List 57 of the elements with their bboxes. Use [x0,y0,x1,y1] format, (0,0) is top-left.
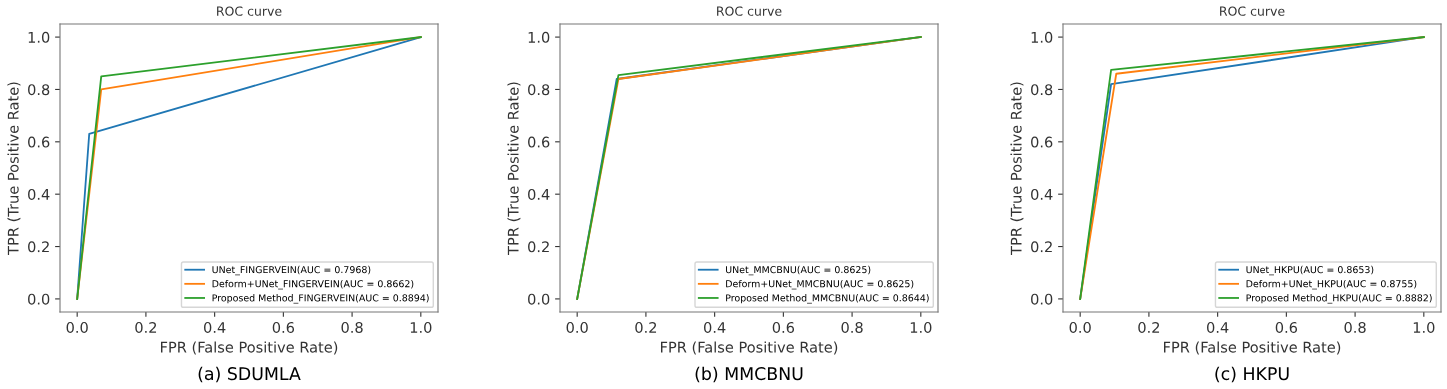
y-tick-label: 1.0 [528,31,550,43]
x-tick-label: 0.8 [1344,321,1366,334]
y-tick-label: 0.2 [28,241,49,253]
x-tick-label: 0.6 [272,321,295,334]
legend-label: UNet_HKPU(AUC = 0.8653) [1246,265,1374,276]
x-tick-label: 0.6 [772,321,795,334]
x-tick-label: 0.0 [566,321,588,334]
x-tick-label: 0.8 [341,321,363,334]
x-axis-title: FPR (False Positive Rate) [661,341,838,355]
legend-label: Deform+UNet_HKPU(AUC = 0.8755) [1246,279,1417,290]
y-axis-title: TPR (True Positive Rate) [507,82,521,255]
text: (b) MMCBNU [695,366,803,383]
y-tick-label: 0.2 [528,241,549,253]
legend-label: Proposed Method_FINGERVEIN(AUC = 0.8894) [212,294,429,304]
x-axis-title: FPR (False Positive Rate) [161,341,338,355]
y-tick-label: 0.4 [1031,188,1053,200]
y-tick-label: 0.0 [28,293,50,305]
text: (a) SDUMLA [198,366,301,383]
y-tick-label: 0.2 [1031,241,1052,253]
y-axis-title: TPR (True Positive Rate) [1010,82,1024,255]
y-tick-label: 0.8 [1031,84,1053,96]
x-tick-label: 0.2 [1138,321,1160,334]
chart-title: ROC curve [717,6,782,16]
y-tick-label: 0.8 [28,84,50,96]
legend-label: UNet_FINGERVEIN(AUC = 0.7968) [212,265,371,276]
legend-label: Proposed Method_MMCBNU(AUC = 0.8644) [726,294,929,304]
y-tick-label: 0.6 [28,136,50,148]
y-tick-label: 0.4 [528,188,550,200]
x-tick-label: 0.8 [841,321,863,334]
x-tick-label: 0.4 [1207,321,1229,334]
y-tick-label: 0.0 [528,293,550,305]
x-tick-label: 0.2 [635,321,657,334]
text: (c) HKPU [1215,366,1289,383]
legend-label: Deform+UNet_FINGERVEIN(AUC = 0.8662) [212,279,414,290]
legend-label: Proposed Method_HKPU(AUC = 0.8882) [1246,294,1432,304]
x-tick-label: 0.4 [204,321,226,334]
x-tick-label: 0.2 [135,321,157,334]
x-tick-label: 0.0 [1069,321,1091,334]
legend-label: UNet_MMCBNU(AUC = 0.8625) [726,265,871,276]
y-tick-label: 0.6 [1031,136,1053,148]
x-tick-label: 0.0 [66,321,88,334]
x-axis-title: FPR (False Positive Rate) [1164,341,1341,355]
y-tick-label: 0.6 [528,136,550,148]
x-tick-label: 0.6 [1275,321,1298,334]
y-tick-label: 1.0 [1031,31,1053,43]
x-tick-label: 1.0 [910,321,932,334]
legend-label: Deform+UNet_MMCBNU(AUC = 0.8625) [726,279,914,290]
y-tick-label: 0.0 [1031,293,1053,305]
y-tick-label: 1.0 [28,31,50,43]
chart-title: ROC curve [217,6,282,16]
y-tick-label: 0.4 [28,188,50,200]
chart-title: ROC curve [1220,6,1285,16]
x-tick-label: 0.4 [704,321,726,334]
x-tick-label: 1.0 [410,321,432,334]
x-tick-label: 1.0 [1413,321,1435,334]
y-tick-label: 0.8 [528,84,550,96]
y-axis-title: TPR (True Positive Rate) [7,82,21,255]
